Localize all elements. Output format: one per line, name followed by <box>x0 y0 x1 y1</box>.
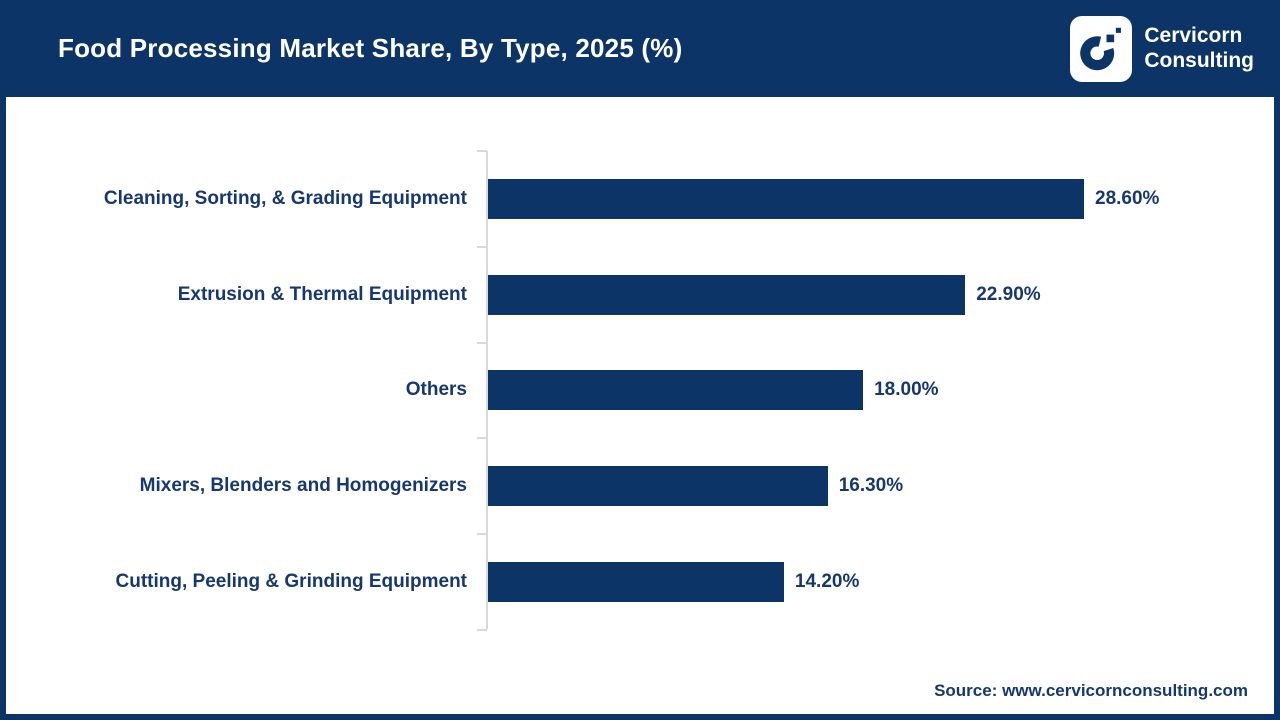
axis-tick <box>477 533 487 536</box>
category-label: Mixers, Blenders and Homogenizers <box>139 475 467 497</box>
value-label: 16.30% <box>838 475 904 497</box>
bar <box>488 370 864 411</box>
bar <box>488 562 784 603</box>
chart-row: Extrusion & Thermal Equipment 22.90% <box>6 247 1274 343</box>
bar <box>488 274 966 315</box>
chart-area: Cleaning, Sorting, & Grading Equipment 2… <box>6 97 1274 714</box>
chart-row: Mixers, Blenders and Homogenizers 16.30% <box>6 438 1274 534</box>
value-label: 18.00% <box>874 379 939 401</box>
value-label: 14.20% <box>794 571 860 593</box>
bar <box>488 178 1085 219</box>
category-label: Extrusion & Thermal Equipment <box>177 283 467 305</box>
chart-row: Cutting, Peeling & Grinding Equipment 14… <box>6 534 1274 630</box>
axis-tick <box>477 341 487 344</box>
brand-line1: Cervicorn <box>1144 23 1243 47</box>
category-label: Cleaning, Sorting, & Grading Equipment <box>103 187 467 209</box>
brand-logo-text: Cervicorn Consulting <box>1144 24 1254 74</box>
bar <box>488 466 828 507</box>
brand-logo-icon <box>1070 15 1133 82</box>
bar-chart: Cleaning, Sorting, & Grading Equipment 2… <box>6 97 1274 714</box>
page-title: Food Processing Market Share, By Type, 2… <box>58 33 683 63</box>
y-axis-line <box>486 151 488 629</box>
axis-tick <box>477 629 487 631</box>
category-label: Cutting, Peeling & Grinding Equipment <box>115 571 467 593</box>
chart-row: Others 18.00% <box>6 343 1274 439</box>
axis-tick <box>477 245 487 248</box>
brand-line2: Consulting <box>1144 48 1254 72</box>
category-label: Others <box>405 379 467 401</box>
value-label: 22.90% <box>976 283 1041 305</box>
cervicorn-c-icon <box>1080 27 1122 70</box>
axis-tick <box>477 150 487 152</box>
header: Food Processing Market Share, By Type, 2… <box>6 6 1274 97</box>
axis-tick <box>477 437 487 440</box>
chart-row: Cleaning, Sorting, & Grading Equipment 2… <box>6 151 1274 247</box>
source-text: Source: www.cervicornconsulting.com <box>934 681 1248 700</box>
brand-logo: Cervicorn Consulting <box>1070 15 1254 82</box>
value-label: 28.60% <box>1095 187 1160 209</box>
